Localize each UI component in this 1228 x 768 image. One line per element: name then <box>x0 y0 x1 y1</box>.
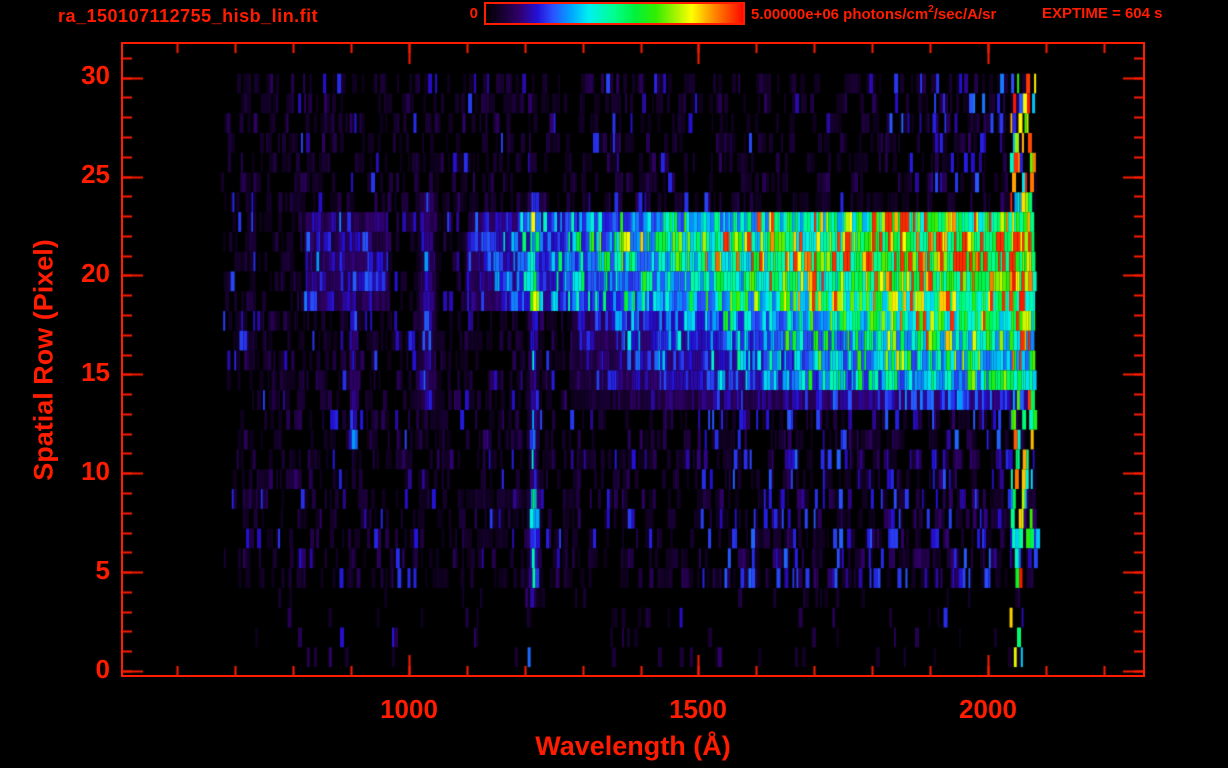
plot-title: ra_150107112755_hisb_lin.fit <box>58 6 319 26</box>
colorbar-unit-prefix: photons/cm <box>839 6 929 23</box>
colorbar-min-label: 0 <box>469 5 478 22</box>
x-tick-label-2000: 2000 <box>959 694 1017 724</box>
colorbar-max-value: 5.00000e+06 <box>751 6 840 23</box>
x-tick-label-1000: 1000 <box>380 694 438 724</box>
y-tick-label-30: 30 <box>81 60 110 90</box>
plot-frame <box>121 42 1145 677</box>
colorbar-max-label: 5.00000e+06 photons/cm2/sec/A/sr <box>751 4 997 23</box>
y-tick-label-0: 0 <box>95 654 110 684</box>
colorbar <box>484 2 745 25</box>
y-tick-label-25: 25 <box>81 159 110 189</box>
y-tick-label-15: 15 <box>81 357 110 387</box>
y-tick-label-5: 5 <box>95 555 110 585</box>
y-tick-label-20: 20 <box>81 258 110 288</box>
x-tick-label-1500: 1500 <box>669 694 727 724</box>
exptime-label: EXPTIME = 604 s <box>1042 5 1163 22</box>
plot-canvas <box>123 44 1143 675</box>
y-axis-title: Spatial Row (Pixel) <box>28 239 59 481</box>
y-tick-label-10: 10 <box>81 456 110 486</box>
colorbar-unit-superscript: 2 <box>928 4 934 15</box>
colorbar-unit-suffix: /sec/A/sr <box>933 6 997 23</box>
x-axis-title: Wavelength (Å) <box>535 731 731 761</box>
